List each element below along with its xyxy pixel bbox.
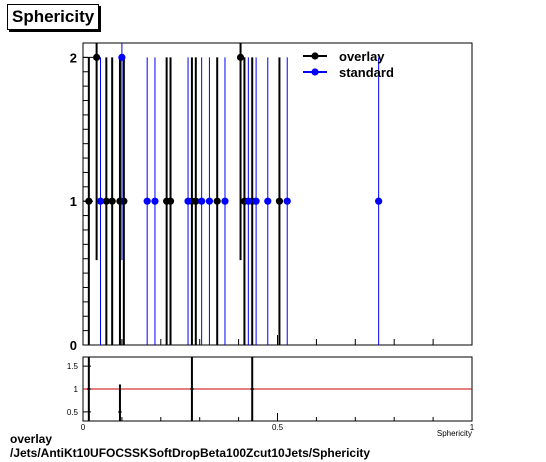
standard-point	[151, 197, 159, 205]
main-y-tick-label: 0	[70, 338, 77, 353]
ratio-x-axis-label: Sphericity	[437, 429, 472, 438]
legend-label-standard: standard	[339, 65, 394, 80]
series-standard	[96, 43, 383, 345]
ratio-y-tick-label: 1	[74, 385, 79, 394]
standard-point	[283, 197, 291, 205]
main-y-tick-label: 2	[70, 50, 77, 65]
ratio-y-tick-label: 0.5	[67, 408, 79, 417]
standard-point	[143, 197, 151, 205]
footer-line-1: overlay	[10, 432, 53, 446]
standard-point	[375, 197, 383, 205]
overlay-point	[102, 197, 110, 205]
ratio-point	[87, 388, 91, 390]
standard-point	[221, 197, 229, 205]
overlay-point	[192, 197, 200, 205]
main-plot-frame	[82, 42, 473, 346]
overlay-point	[236, 53, 245, 61]
standard-point	[198, 197, 206, 205]
legend-marker-overlay	[311, 52, 319, 60]
main-y-tick-label: 1	[70, 194, 77, 209]
overlay-point	[213, 197, 221, 205]
legend-label-overlay: overlay	[339, 49, 385, 64]
ratio-point	[190, 388, 194, 390]
legend-marker-standard	[311, 68, 319, 76]
footer-line-2: /Jets/AntiKt10UFOCSSKSoftDropBeta100Zcut…	[10, 446, 371, 460]
chart-title: Sphericity	[7, 4, 100, 30]
ratio-x-tick-label: 0.5	[272, 423, 284, 432]
overlay-point	[166, 197, 175, 205]
ratio-y-tick-label: 1.5	[67, 362, 79, 371]
overlay-point	[275, 197, 284, 205]
ratio-x-tick-label: 1	[470, 423, 475, 432]
ratio-point	[250, 388, 254, 390]
series-overlay	[85, 43, 284, 345]
standard-point	[96, 197, 105, 205]
ratio-x-tick-label: 0	[81, 423, 86, 432]
overlay-point	[120, 197, 128, 205]
standard-point	[244, 197, 252, 205]
standard-point	[184, 197, 192, 205]
overlay-point	[93, 53, 101, 61]
overlay-point	[85, 197, 93, 205]
standard-point	[264, 197, 272, 205]
ratio-point	[118, 410, 122, 413]
standard-point	[118, 53, 126, 61]
standard-point	[252, 197, 260, 205]
standard-point	[205, 197, 214, 205]
overlay-point	[108, 197, 116, 205]
